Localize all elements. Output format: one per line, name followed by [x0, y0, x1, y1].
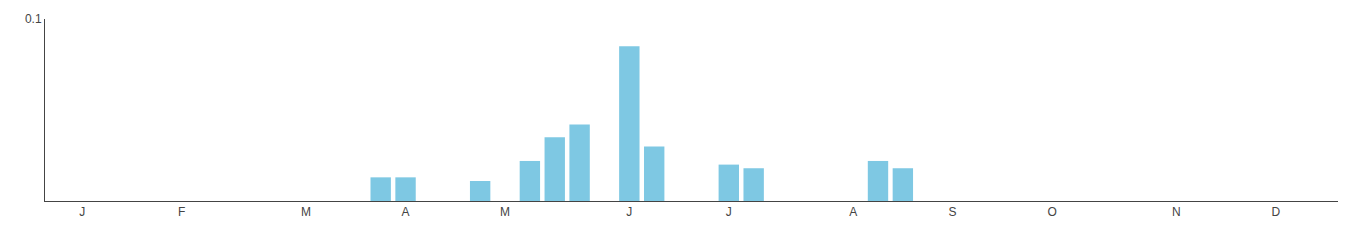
svg-text:J: J — [626, 205, 632, 219]
svg-text:0.1: 0.1 — [25, 12, 42, 26]
svg-text:D: D — [1272, 205, 1281, 219]
svg-text:J: J — [79, 205, 85, 219]
svg-text:S: S — [949, 205, 957, 219]
svg-text:M: M — [500, 205, 510, 219]
svg-text:O: O — [1047, 205, 1056, 219]
svg-text:A: A — [402, 205, 410, 219]
svg-text:M: M — [301, 205, 311, 219]
svg-text:N: N — [1172, 205, 1181, 219]
svg-text:F: F — [178, 205, 185, 219]
svg-text:A: A — [849, 205, 857, 219]
svg-text:J: J — [726, 205, 732, 219]
